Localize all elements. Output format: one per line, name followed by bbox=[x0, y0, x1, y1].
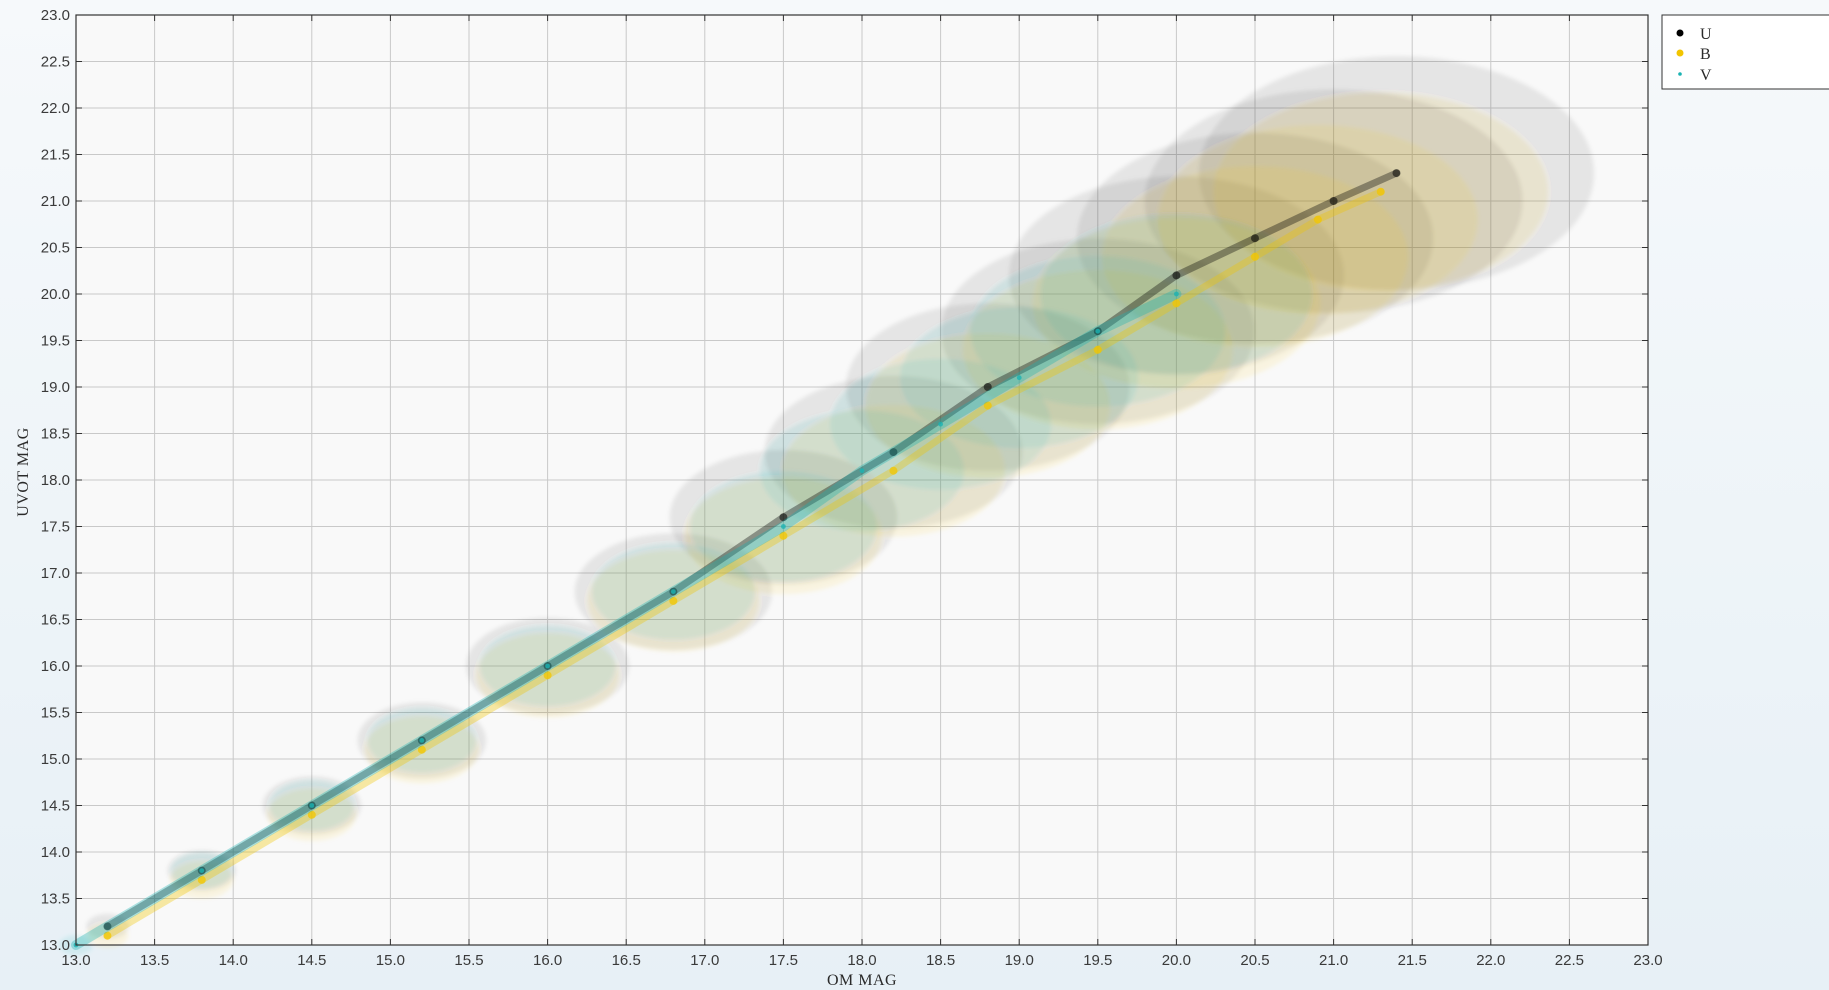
legend-u-label: U bbox=[1700, 26, 1712, 43]
series-B-point bbox=[417, 745, 426, 754]
y-tick-label: 16.0 bbox=[41, 658, 70, 675]
series-V-point bbox=[309, 803, 315, 808]
series-V-point bbox=[1174, 291, 1179, 297]
series-U-point bbox=[1392, 169, 1401, 178]
x-tick-label: 17.5 bbox=[769, 952, 798, 969]
legend-v-label: V bbox=[1700, 67, 1712, 84]
y-tick-label: 19.0 bbox=[41, 379, 70, 396]
legend-box bbox=[1661, 14, 1829, 90]
series-U-point bbox=[779, 513, 788, 522]
legend-u-marker bbox=[1676, 29, 1684, 37]
series-B-point bbox=[1376, 187, 1385, 196]
series-U-point bbox=[983, 383, 992, 391]
series-B-point bbox=[669, 596, 678, 605]
legend[interactable]: U B V bbox=[1661, 14, 1829, 90]
y-tick-label: 13.0 bbox=[41, 937, 70, 954]
x-tick-label: 15.5 bbox=[454, 952, 483, 969]
series-V-point bbox=[199, 868, 205, 873]
x-tick-label: 23.0 bbox=[1633, 952, 1662, 969]
legend-b-label: B bbox=[1700, 46, 1711, 63]
series-B-band bbox=[103, 188, 1385, 940]
series-B-point bbox=[1251, 252, 1259, 261]
x-tick-label: 16.0 bbox=[533, 952, 562, 969]
x-tick-label: 21.5 bbox=[1398, 952, 1427, 969]
series-V-point bbox=[670, 589, 676, 594]
series-U-point bbox=[1172, 271, 1181, 280]
y-tick-label: 16.5 bbox=[41, 612, 70, 629]
series-V-point bbox=[419, 738, 425, 743]
x-tick-label: 20.5 bbox=[1240, 952, 1269, 969]
x-tick-label: 14.0 bbox=[219, 952, 248, 969]
x-tick-label: 18.0 bbox=[847, 952, 876, 969]
series-B-point bbox=[1093, 345, 1102, 354]
legend-v-marker bbox=[1678, 72, 1682, 76]
y-tick-label: 13.5 bbox=[41, 891, 70, 908]
y-tick-label: 20.0 bbox=[41, 286, 70, 303]
y-tick-label: 19.5 bbox=[41, 333, 70, 350]
series-B-point bbox=[543, 671, 552, 680]
x-tick-label: 22.5 bbox=[1555, 952, 1584, 969]
series-U-point bbox=[889, 448, 898, 457]
series-U-point bbox=[1329, 197, 1338, 205]
x-tick-label: 18.5 bbox=[926, 952, 955, 969]
series-U-point bbox=[1251, 234, 1259, 243]
x-tick-label: 16.5 bbox=[612, 952, 641, 969]
series-B-point bbox=[103, 931, 112, 940]
series-U-band bbox=[103, 169, 1400, 930]
y-tick-label: 23.0 bbox=[41, 7, 70, 24]
y-tick-label: 21.5 bbox=[41, 147, 70, 164]
series-V-point bbox=[938, 421, 943, 427]
series-V-point bbox=[545, 663, 550, 669]
series-B-point bbox=[983, 401, 992, 410]
y-tick-label: 18.5 bbox=[41, 426, 70, 443]
x-tick-label: 19.0 bbox=[1005, 952, 1034, 969]
series-B-point bbox=[779, 531, 788, 540]
series-B-point bbox=[1172, 299, 1181, 308]
plot-border bbox=[75, 14, 1649, 946]
x-tick-label: 21.0 bbox=[1319, 952, 1348, 969]
x-axis-title: OM MAG bbox=[827, 972, 897, 989]
series-V-band bbox=[71, 289, 1182, 950]
series-U-point bbox=[103, 922, 112, 931]
y-tick-label: 20.5 bbox=[41, 240, 70, 257]
series-V-point bbox=[1095, 328, 1101, 334]
y-tick-label: 21.0 bbox=[41, 193, 70, 210]
series-B-point bbox=[889, 466, 898, 475]
y-tick-label: 17.5 bbox=[41, 519, 70, 536]
series-B-point bbox=[1313, 215, 1322, 224]
x-tick-label: 13.5 bbox=[140, 952, 169, 969]
series-B-point bbox=[197, 875, 206, 884]
x-tick-label: 22.0 bbox=[1476, 952, 1505, 969]
y-tick-label: 15.0 bbox=[41, 751, 70, 768]
legend-b-marker bbox=[1676, 49, 1684, 57]
x-tick-label: 14.5 bbox=[297, 952, 326, 969]
y-tick-label: 14.0 bbox=[41, 844, 70, 861]
series-V-point bbox=[859, 468, 865, 474]
data-points bbox=[71, 169, 1401, 950]
y-tick-label: 22.5 bbox=[41, 54, 70, 71]
x-tick-label: 17.0 bbox=[690, 952, 719, 969]
y-tick-label: 14.5 bbox=[41, 798, 70, 815]
y-axis-title: UVOT MAG bbox=[15, 427, 32, 516]
x-tick-label: 20.0 bbox=[1162, 952, 1191, 969]
series-B-point bbox=[307, 810, 316, 819]
series-V-point bbox=[781, 524, 786, 529]
x-tick-label: 13.0 bbox=[61, 952, 90, 969]
series-V-point bbox=[1016, 375, 1022, 381]
y-tick-label: 18.0 bbox=[41, 472, 70, 489]
x-tick-label: 19.5 bbox=[1083, 952, 1112, 969]
y-tick-label: 17.0 bbox=[41, 565, 70, 582]
y-tick-label: 15.5 bbox=[41, 705, 70, 722]
y-tick-label: 22.0 bbox=[41, 100, 70, 117]
x-tick-label: 15.0 bbox=[376, 952, 405, 969]
